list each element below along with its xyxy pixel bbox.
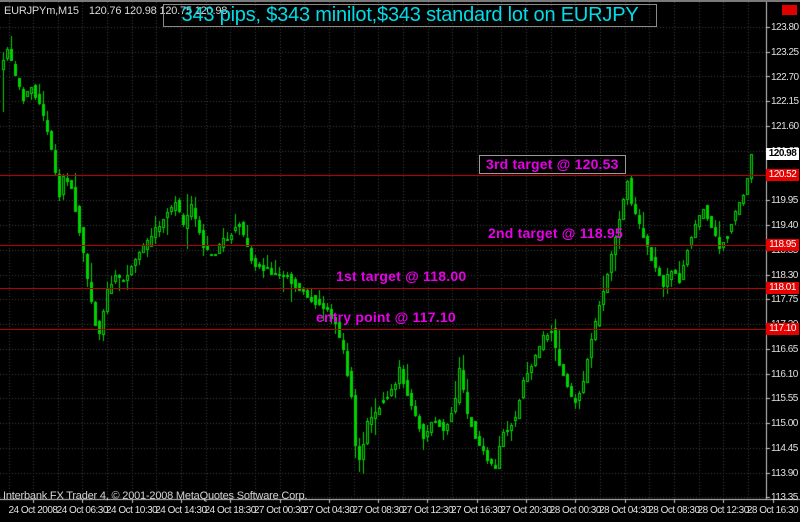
second-target-annotation[interactable]: 2nd target @ 118.95 [488, 225, 623, 242]
symbol-timeframe: EURJPYm,M15 [4, 5, 79, 17]
price-axis-label: 114.45 [771, 443, 798, 454]
second-target-axis-tag: 118.95 [766, 239, 799, 251]
banner-text-object: 343 pips, $343 minilot,$343 standard lot… [163, 4, 657, 27]
price-axis-label: 123.25 [771, 47, 799, 58]
first-target-axis-tag: 118.01 [766, 282, 799, 294]
price-axis-label: 115.55 [771, 393, 798, 404]
price-axis-label: 116.65 [771, 344, 798, 355]
price-axis-label: 122.15 [771, 96, 799, 107]
price-axis-label: 115.00 [771, 418, 798, 429]
first-target-line[interactable] [0, 288, 766, 289]
entry-point-axis-tag: 117.10 [766, 323, 799, 335]
current-price-label: 120.98 [766, 148, 799, 160]
price-axis-label: 119.95 [771, 195, 798, 206]
third-target-line[interactable] [0, 175, 766, 176]
second-target-line[interactable] [0, 245, 766, 246]
red-marker [782, 5, 797, 15]
third-target-axis-tag: 120.52 [766, 169, 799, 181]
price-axis-label: 122.70 [771, 72, 799, 83]
price-axis-label: 119.40 [771, 220, 798, 231]
price-axis-label: 118.30 [771, 270, 798, 281]
copyright-text: Interbank FX Trader 4, © 2001-2008 MetaQ… [3, 490, 307, 502]
entry-point-line[interactable] [0, 329, 766, 330]
price-axis-label: 116.10 [771, 369, 798, 380]
price-axis-label: 121.60 [771, 121, 799, 132]
third-target-annotation[interactable]: 3rd target @ 120.53 [479, 155, 626, 174]
price-axis-label: 123.80 [771, 22, 799, 33]
entry-point-annotation[interactable]: entry point @ 117.10 [316, 309, 456, 326]
time-axis-label: 28 Oct 16:30 [741, 505, 800, 516]
first-target-annotation[interactable]: 1st target @ 118.00 [336, 268, 466, 285]
price-axis-label: 117.75 [771, 294, 798, 305]
price-axis-label: 113.35 [771, 492, 798, 503]
price-axis-label: 113.90 [771, 468, 798, 479]
